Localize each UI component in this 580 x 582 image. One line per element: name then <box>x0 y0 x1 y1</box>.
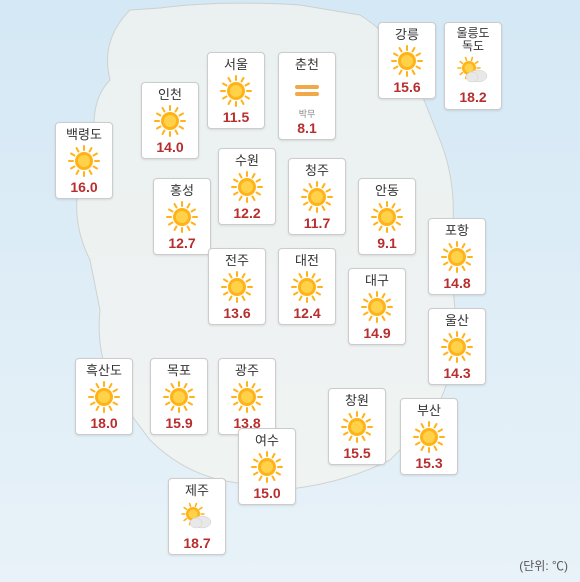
city-name: 흑산도 <box>82 363 126 379</box>
sunny-icon <box>245 451 289 483</box>
sunny-icon <box>225 171 269 203</box>
weather-card: 대구 14.9 <box>348 268 406 345</box>
city-name: 부산 <box>407 403 451 419</box>
city-name: 제주 <box>175 483 219 499</box>
city-name: 청주 <box>295 163 339 179</box>
city-name: 목포 <box>157 363 201 379</box>
partly_cloudy-icon <box>451 55 495 87</box>
sunny-icon <box>355 291 399 323</box>
city-name: 춘천 <box>285 57 329 73</box>
temperature-value: 18.2 <box>451 89 495 106</box>
sunny-icon <box>157 381 201 413</box>
temperature-value: 12.7 <box>160 235 204 252</box>
sunny-icon <box>295 181 339 213</box>
temperature-value: 18.7 <box>175 535 219 552</box>
weather-card: 전주 13.6 <box>208 248 266 325</box>
sunny-icon <box>62 145 106 177</box>
sunny-icon <box>160 201 204 233</box>
temperature-value: 14.8 <box>435 275 479 292</box>
temperature-value: 12.2 <box>225 205 269 222</box>
sunny-icon <box>435 241 479 273</box>
weather-map-container: 강릉 15.6울릉도독도 18.2서울 11.5춘천 박무8.1인천 14.0백… <box>0 0 580 582</box>
weather-card: 울산 14.3 <box>428 308 486 385</box>
temperature-value: 15.6 <box>385 79 429 96</box>
city-name: 대전 <box>285 253 329 269</box>
temperature-value: 15.0 <box>245 485 289 502</box>
sunny-icon <box>225 381 269 413</box>
weather-card: 대전 12.4 <box>278 248 336 325</box>
city-name: 안동 <box>365 183 409 199</box>
weather-card: 안동 9.1 <box>358 178 416 255</box>
city-name: 홍성 <box>160 183 204 199</box>
sunny-icon <box>285 271 329 303</box>
city-name: 전주 <box>215 253 259 269</box>
city-name: 인천 <box>148 87 192 103</box>
temperature-value: 11.5 <box>214 109 258 126</box>
temperature-value: 15.9 <box>157 415 201 432</box>
temperature-value: 14.3 <box>435 365 479 382</box>
temperature-value: 9.1 <box>365 235 409 252</box>
temperature-value: 15.5 <box>335 445 379 462</box>
sunny-icon <box>407 421 451 453</box>
temperature-value: 15.3 <box>407 455 451 472</box>
weather-card: 수원 12.2 <box>218 148 276 225</box>
sunny-icon <box>82 381 126 413</box>
city-name: 여수 <box>245 433 289 449</box>
weather-card: 제주 18.7 <box>168 478 226 555</box>
weather-card: 창원 15.5 <box>328 388 386 465</box>
weather-card: 부산 15.3 <box>400 398 458 475</box>
weather-card: 인천 14.0 <box>141 82 199 159</box>
weather-card: 포항 14.8 <box>428 218 486 295</box>
fog-icon <box>285 75 329 107</box>
city-name: 대구 <box>355 273 399 289</box>
sunny-icon <box>148 105 192 137</box>
fog-label: 박무 <box>285 107 329 120</box>
temperature-value: 13.6 <box>215 305 259 322</box>
city-name: 강릉 <box>385 27 429 43</box>
city-name: 울릉도독도 <box>451 27 495 53</box>
weather-card: 여수 15.0 <box>238 428 296 505</box>
city-name: 백령도 <box>62 127 106 143</box>
city-name: 창원 <box>335 393 379 409</box>
city-name: 광주 <box>225 363 269 379</box>
city-name: 수원 <box>225 153 269 169</box>
temperature-value: 11.7 <box>295 215 339 232</box>
weather-card: 목포 15.9 <box>150 358 208 435</box>
sunny-icon <box>365 201 409 233</box>
sunny-icon <box>215 271 259 303</box>
weather-card: 흑산도 18.0 <box>75 358 133 435</box>
temperature-value: 16.0 <box>62 179 106 196</box>
sunny-icon <box>335 411 379 443</box>
city-name: 포항 <box>435 223 479 239</box>
city-name: 울산 <box>435 313 479 329</box>
temperature-value: 18.0 <box>82 415 126 432</box>
temperature-value: 14.9 <box>355 325 399 342</box>
weather-card: 울릉도독도 18.2 <box>444 22 502 110</box>
weather-card: 춘천 박무8.1 <box>278 52 336 140</box>
temperature-value: 14.0 <box>148 139 192 156</box>
weather-card: 광주 13.8 <box>218 358 276 435</box>
weather-card: 청주 11.7 <box>288 158 346 235</box>
temperature-value: 12.4 <box>285 305 329 322</box>
city-name: 서울 <box>214 57 258 73</box>
sunny-icon <box>385 45 429 77</box>
weather-card: 홍성 12.7 <box>153 178 211 255</box>
partly_cloudy-icon <box>175 501 219 533</box>
weather-card: 백령도 16.0 <box>55 122 113 199</box>
sunny-icon <box>214 75 258 107</box>
weather-card: 강릉 15.6 <box>378 22 436 99</box>
temperature-value: 8.1 <box>285 120 329 137</box>
sunny-icon <box>435 331 479 363</box>
weather-card: 서울 11.5 <box>207 52 265 129</box>
unit-label: (단위: ℃) <box>519 557 568 574</box>
